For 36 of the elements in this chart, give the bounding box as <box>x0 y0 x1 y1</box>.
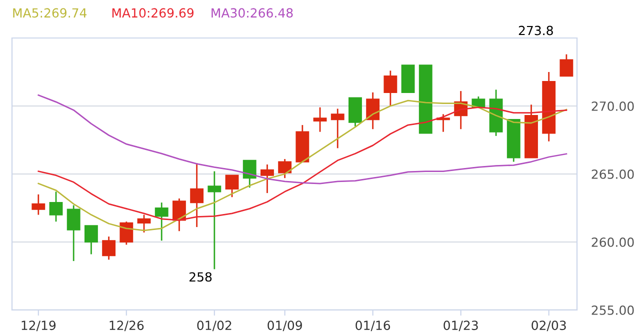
x-tick-label: 02/03 <box>532 320 566 332</box>
candlestick <box>120 220 134 246</box>
candlestick <box>366 92 380 130</box>
text: MA30:266.48 <box>212 8 293 18</box>
text: MA5:269.74 <box>13 8 87 18</box>
candlestick <box>66 204 80 262</box>
x-tick-label: 01/16 <box>356 320 390 332</box>
candlestick <box>102 236 116 260</box>
candlestick <box>190 162 204 228</box>
x-tick-label: 12/26 <box>110 320 144 332</box>
y-tick-label: 260.00 <box>592 237 634 247</box>
candlestick <box>330 108 344 149</box>
x-tick-label: 01/02 <box>197 320 232 332</box>
candlestick <box>32 194 46 216</box>
candlestick <box>84 224 98 255</box>
x-tick-label: 12/19 <box>22 320 56 332</box>
candlestick <box>313 106 327 133</box>
candlestick <box>242 160 256 188</box>
candlestick <box>208 170 222 270</box>
text: MA10:269.69 <box>112 8 194 18</box>
candlestick <box>278 158 292 179</box>
line-series <box>38 94 568 184</box>
candlestick <box>560 54 574 77</box>
candlestick <box>49 190 63 222</box>
x-tick-label: 01/23 <box>444 320 478 332</box>
y-tick-label: 255.00 <box>592 305 634 315</box>
y-tick-label: 270.00 <box>592 101 634 111</box>
candlestick <box>154 202 168 242</box>
x-tick-label: 01/09 <box>268 320 302 332</box>
candlestick <box>384 70 398 107</box>
candlestick <box>137 214 151 234</box>
candlestick <box>225 174 239 198</box>
candlestick <box>260 164 274 194</box>
annotation: 258 <box>190 272 212 282</box>
y-tick-label: 265.00 <box>592 169 634 179</box>
text: 273.8 <box>518 26 553 36</box>
